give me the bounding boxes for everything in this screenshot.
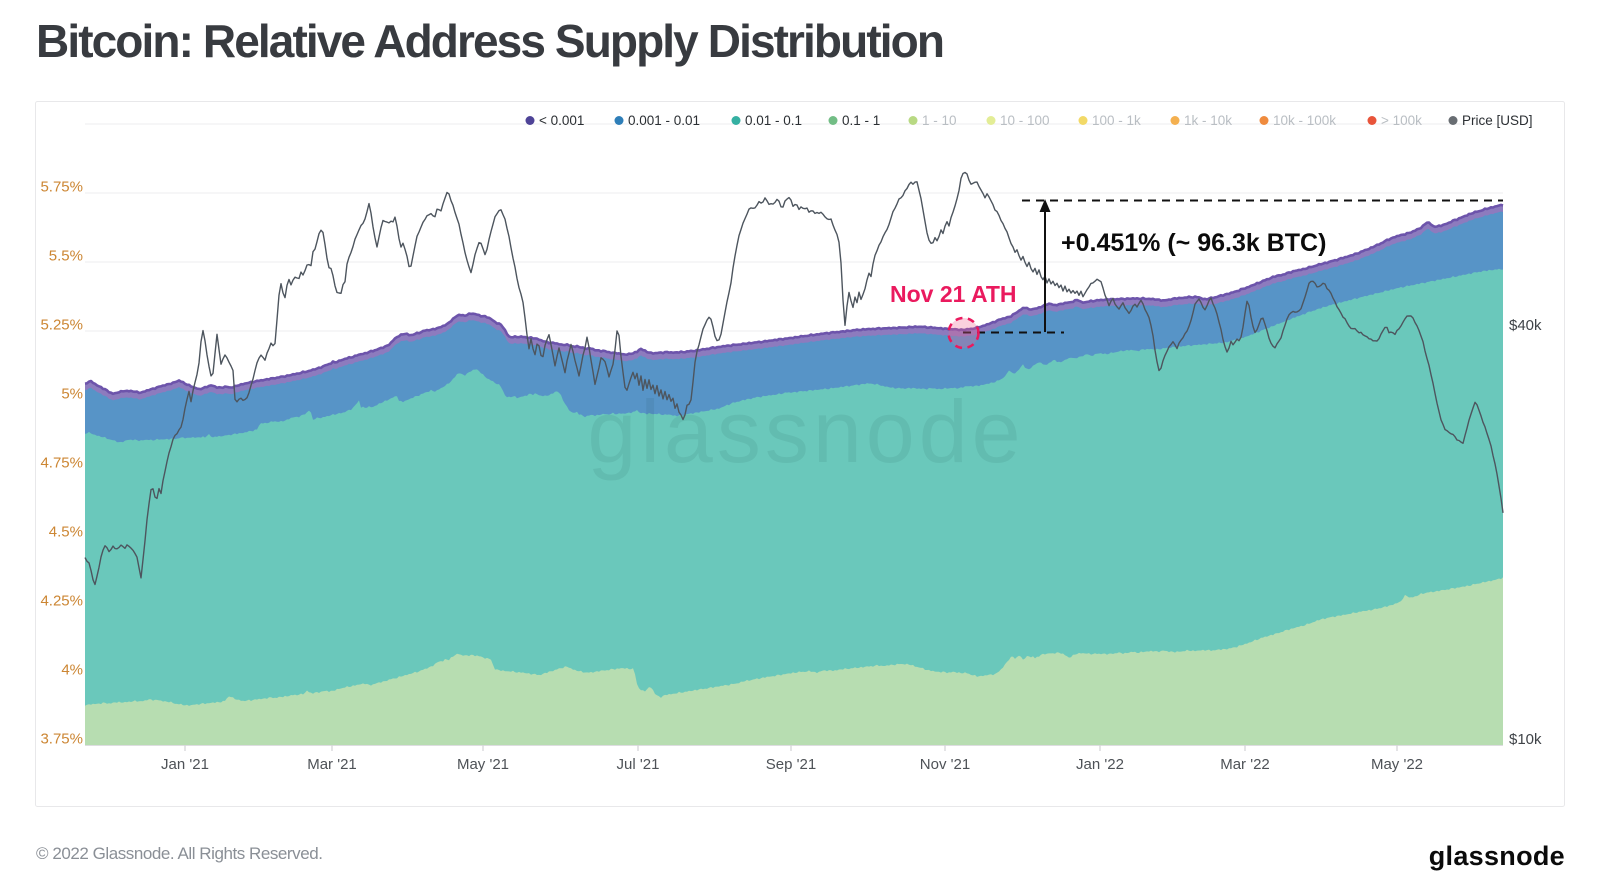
svg-text:May '21: May '21 (457, 756, 509, 773)
svg-text:4.5%: 4.5% (49, 524, 83, 541)
svg-text:May '22: May '22 (1371, 756, 1423, 773)
svg-text:5.75%: 5.75% (40, 179, 83, 196)
svg-text:glassnode: glassnode (587, 382, 1024, 481)
svg-text:10 - 100: 10 - 100 (1000, 113, 1050, 128)
svg-text:100 - 1k: 100 - 1k (1092, 113, 1141, 128)
svg-text:Sep '21: Sep '21 (766, 756, 816, 773)
svg-text:Mar '22: Mar '22 (1220, 756, 1270, 773)
svg-text:5.5%: 5.5% (49, 248, 83, 265)
svg-text:5%: 5% (61, 386, 83, 403)
svg-text:+0.451% (~ 96.3k BTC): +0.451% (~ 96.3k BTC) (1061, 229, 1326, 257)
svg-text:Jul '21: Jul '21 (617, 756, 660, 773)
svg-text:Nov '21: Nov '21 (920, 756, 970, 773)
svg-text:4.25%: 4.25% (40, 593, 83, 610)
svg-text:4%: 4% (61, 662, 83, 679)
svg-text:1k - 10k: 1k - 10k (1184, 113, 1232, 128)
svg-text:Nov 21 ATH: Nov 21 ATH (890, 281, 1017, 307)
svg-text:5.25%: 5.25% (40, 317, 83, 334)
svg-text:0.01 - 0.1: 0.01 - 0.1 (745, 113, 802, 128)
svg-text:Mar '21: Mar '21 (307, 756, 357, 773)
svg-text:0.1 - 1: 0.1 - 1 (842, 113, 880, 128)
svg-text:0.001 - 0.01: 0.001 - 0.01 (628, 113, 700, 128)
svg-text:Price [USD]: Price [USD] (1462, 113, 1533, 128)
svg-text:4.75%: 4.75% (40, 455, 83, 472)
svg-text:Jan '21: Jan '21 (161, 756, 209, 773)
svg-text:3.75%: 3.75% (40, 731, 83, 748)
svg-text:10k - 100k: 10k - 100k (1273, 113, 1336, 128)
svg-text:> 100k: > 100k (1381, 113, 1422, 128)
svg-text:$10k: $10k (1509, 731, 1542, 748)
svg-text:Jan '22: Jan '22 (1076, 756, 1124, 773)
svg-text:1 - 10: 1 - 10 (922, 113, 957, 128)
svg-text:< 0.001: < 0.001 (539, 113, 584, 128)
svg-text:$40k: $40k (1509, 317, 1542, 334)
